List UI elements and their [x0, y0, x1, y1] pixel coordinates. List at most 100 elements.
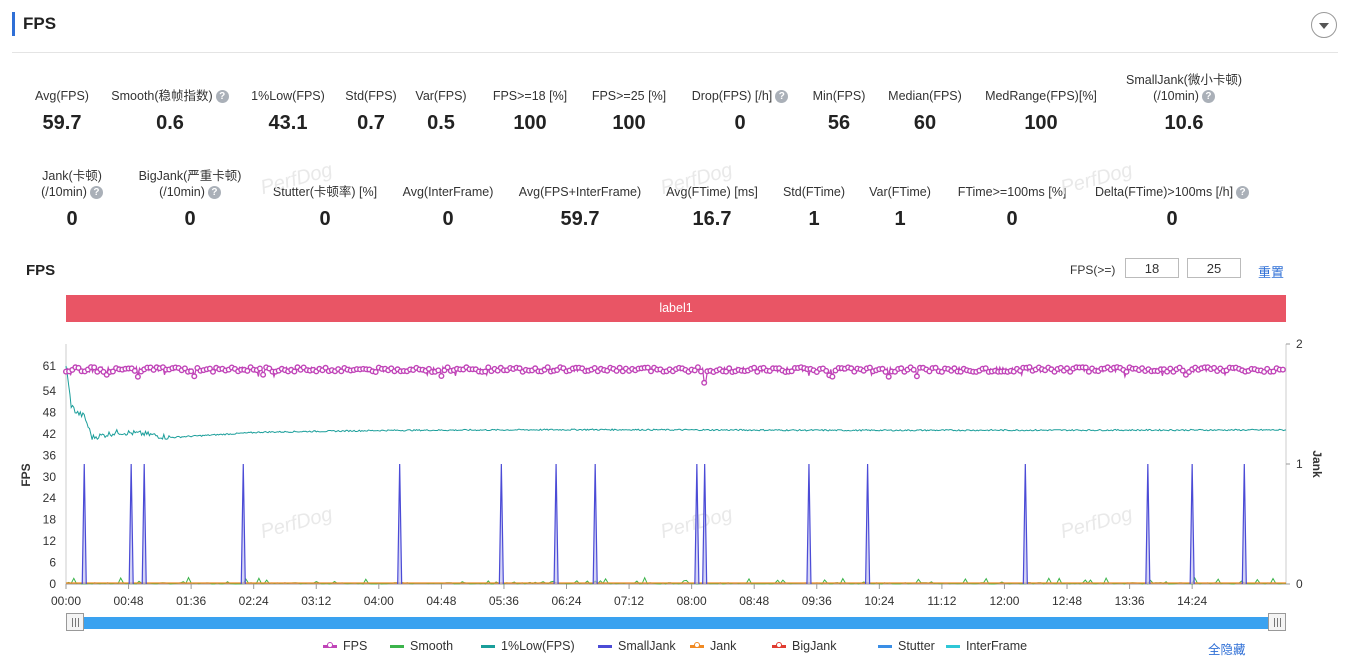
y-tick-label: 36 [43, 448, 57, 462]
fps-point [485, 364, 492, 371]
legend-label: BigJank [792, 639, 837, 653]
stat-stats_row2-8: FTime>=100ms [%] 0 [932, 166, 1092, 231]
fps-point [256, 365, 263, 372]
threshold-input-2[interactable] [1187, 258, 1241, 278]
small-jank-spike [1145, 463, 1151, 585]
small-jank-spike [397, 463, 403, 585]
stat-value: 0.5 [427, 112, 455, 134]
fps-point [932, 364, 939, 371]
help-icon[interactable]: ? [89, 186, 103, 200]
y2-tick-label: 0 [1296, 577, 1303, 591]
stat-value: 0 [1166, 208, 1178, 230]
hide-all-link[interactable]: 全隐藏 [1208, 643, 1246, 657]
fps-point [188, 368, 195, 375]
help-icon[interactable]: ? [207, 186, 221, 200]
stat-stats_row1-4: Var(FPS) 0.5 [361, 70, 521, 135]
x-tick-label: 07:12 [614, 594, 644, 608]
stat-label: Stutter(卡顿率) [%] [272, 185, 378, 199]
stat-label: Std(FPS) [345, 89, 397, 103]
fps-point [260, 371, 267, 378]
stat-value: 0 [442, 208, 454, 230]
fps-point [698, 368, 705, 375]
stat-value: 10.6 [1164, 112, 1204, 134]
stat-label: Drop(FPS) [/h]? [660, 70, 820, 104]
stat-label: Min(FPS) [812, 89, 866, 103]
legend-swatch [323, 642, 337, 648]
x-tick-label: 12:00 [989, 594, 1019, 608]
legend-item-bigjank[interactable]: BigJank [772, 639, 836, 653]
x-tick-label: 00:00 [51, 594, 81, 608]
x-tick-label: 10:24 [864, 594, 894, 608]
time-range-slider[interactable] [66, 613, 1286, 633]
reset-link[interactable]: 重置 [1258, 265, 1285, 280]
stat-label: FPS>=25 [%] [591, 89, 667, 103]
y-tick-label: 48 [43, 405, 57, 419]
collapse-button[interactable] [1311, 12, 1337, 38]
x-tick-label: 12:48 [1052, 594, 1082, 608]
fps-point [898, 365, 905, 372]
fps-point [544, 364, 551, 371]
fps-point [1179, 367, 1186, 374]
slider-handle-left[interactable] [66, 613, 84, 631]
fps-point [516, 365, 523, 372]
stat-stats_row1-0: Avg(FPS) 59.7 [0, 70, 142, 135]
stat-value: 16.7 [692, 208, 732, 230]
stat-stats_row1-2: 1%Low(FPS) 43.1 [208, 70, 368, 135]
stat-stats_row1-8: Min(FPS) 56 [759, 70, 919, 135]
legend-label: 1%Low(FPS) [501, 639, 575, 653]
fps-point [444, 364, 451, 371]
x-tick-label: 08:00 [677, 594, 707, 608]
chevron-down-icon [1319, 23, 1329, 29]
fps-point [482, 368, 489, 375]
legend-label: Stutter [898, 639, 935, 653]
stat-label: BigJank(严重卡顿) (/10min)? [138, 169, 242, 200]
small-jank-spike [1189, 463, 1195, 585]
fps-point [372, 369, 379, 376]
legend-item-stutter[interactable]: Stutter [878, 639, 935, 653]
fps-point [1279, 366, 1286, 373]
stat-stats_row1-3: Std(FPS) 0.7 [291, 70, 451, 135]
help-icon[interactable]: ? [1236, 186, 1250, 200]
fps-point [701, 379, 708, 386]
legend-item-smalljank[interactable]: SmallJank [598, 639, 676, 653]
stat-label: FPS>=18 [%] [492, 89, 568, 103]
stat-label: FTime>=100ms [%] [957, 185, 1067, 199]
fps-point [438, 373, 445, 380]
small-jank-spike [141, 463, 147, 585]
fps-point [644, 364, 651, 371]
legend-item-smooth[interactable]: Smooth [390, 639, 453, 653]
legend-item-jank[interactable]: Jank [690, 639, 736, 653]
stat-stats_row2-4: Avg(FPS+InterFrame) 59.7 [500, 166, 660, 231]
legend-item-1-low-fps[interactable]: 1%Low(FPS) [481, 639, 575, 653]
legend-item-interframe[interactable]: InterFrame [946, 639, 1027, 653]
x-tick-label: 09:36 [802, 594, 832, 608]
low-fps-line [65, 365, 1287, 441]
fps-point [694, 364, 701, 371]
small-jank-spike [240, 463, 246, 585]
divider [12, 52, 1338, 53]
y-axis-title: FPS [19, 463, 33, 486]
y-tick-label: 54 [43, 384, 57, 398]
legend-item-fps[interactable]: FPS [323, 639, 367, 653]
x-tick-label: 13:36 [1115, 594, 1145, 608]
stat-value: 56 [827, 112, 851, 134]
threshold-input-1[interactable] [1125, 258, 1179, 278]
x-tick-label: 14:24 [1177, 594, 1207, 608]
legend-swatch [878, 644, 892, 648]
stat-value: 59.7 [42, 112, 82, 134]
stat-value: 43.1 [268, 112, 308, 134]
label-bar[interactable]: label1 [66, 295, 1286, 322]
slider-handle-right[interactable] [1268, 613, 1286, 631]
stat-stats_row1-11: SmallJank(微小卡顿) (/10min)? 10.6 [1104, 70, 1264, 135]
fps-point [244, 367, 251, 374]
stat-stats_row2-7: Var(FTime) 1 [820, 166, 980, 231]
fps-point [1063, 365, 1070, 372]
help-icon[interactable]: ? [215, 90, 229, 104]
stat-value: 100 [1024, 112, 1058, 134]
stat-value: 0.6 [156, 112, 184, 134]
stat-stats_row2-2: Stutter(卡顿率) [%] 0 [245, 166, 405, 231]
chart-title: FPS [26, 262, 56, 279]
help-icon[interactable]: ? [1201, 90, 1215, 104]
help-icon[interactable]: ? [775, 90, 789, 104]
